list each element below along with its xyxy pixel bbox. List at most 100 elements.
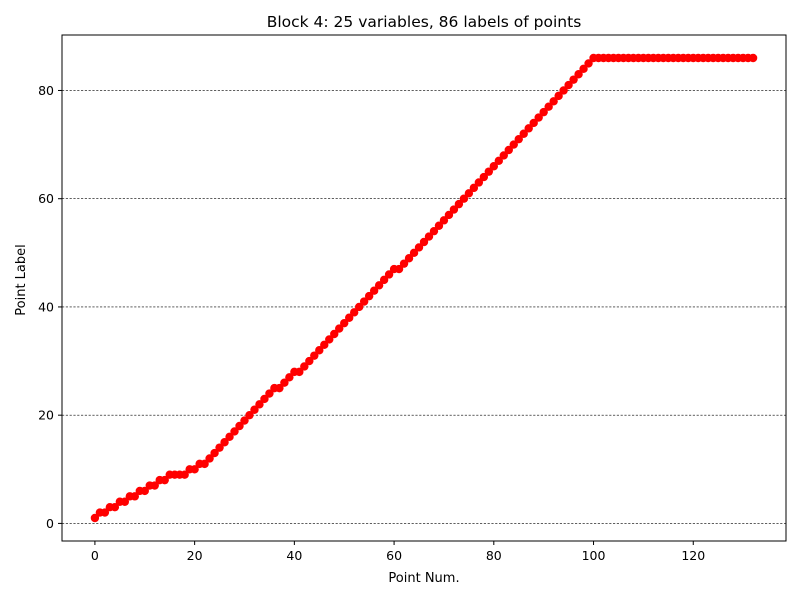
- data-point: [524, 124, 533, 133]
- data-point: [220, 438, 229, 447]
- data-point: [335, 324, 344, 333]
- y-tick-label: 20: [38, 408, 54, 423]
- data-point: [554, 91, 563, 101]
- data-point: [315, 346, 324, 355]
- data-point: [489, 162, 499, 171]
- data-point: [225, 432, 234, 442]
- data-point: [310, 351, 319, 360]
- data-point: [110, 502, 120, 512]
- data-point: [160, 475, 169, 485]
- data-point: [340, 318, 349, 328]
- data-point: [414, 243, 424, 252]
- data-point: [544, 102, 553, 111]
- x-tick-label: 60: [386, 548, 402, 563]
- data-point: [479, 172, 489, 182]
- data-point: [245, 410, 254, 420]
- data-point: [325, 335, 334, 344]
- data-point: [529, 118, 538, 128]
- data-point: [409, 248, 419, 258]
- data-point: [424, 232, 434, 241]
- data-point: [265, 389, 274, 398]
- chart-title: Block 4: 25 variables, 86 labels of poin…: [267, 13, 582, 31]
- data-point: [345, 313, 354, 322]
- data-point: [295, 367, 304, 377]
- data-point: [374, 281, 384, 290]
- y-axis: 0 20 40 60 80: [38, 83, 62, 531]
- data-point: [364, 291, 374, 301]
- data-point: [275, 383, 284, 393]
- data-point: [509, 140, 518, 149]
- data-point: [399, 259, 409, 268]
- x-axis-label: Point Num.: [388, 571, 459, 586]
- data-point: [100, 508, 110, 517]
- data-point: [484, 167, 494, 176]
- data-point: [534, 113, 543, 122]
- data-point: [140, 486, 149, 496]
- data-point: [250, 405, 259, 414]
- data-point: [748, 53, 758, 63]
- data-point: [459, 194, 469, 203]
- data-point: [300, 362, 309, 371]
- data-point: [404, 254, 414, 263]
- data-point: [235, 421, 244, 431]
- data-point: [434, 221, 444, 230]
- data-point: [240, 416, 249, 425]
- y-tick-label: 40: [38, 299, 54, 314]
- y-tick-label: 80: [38, 83, 54, 98]
- plot-area-frame: [61, 34, 787, 542]
- x-tick-label: 0: [91, 548, 99, 563]
- data-point: [260, 394, 269, 404]
- data-point: [210, 448, 219, 458]
- grid-lines: [62, 90, 786, 524]
- data-point: [439, 216, 449, 225]
- data-point: [349, 308, 359, 317]
- data-point: [419, 237, 429, 247]
- data-point: [379, 275, 389, 285]
- data-point: [584, 59, 593, 68]
- data-point: [255, 400, 264, 409]
- data-point: [444, 210, 454, 220]
- data-point: [320, 340, 329, 350]
- data-point: [569, 75, 578, 84]
- data-point: [369, 286, 379, 295]
- data-point: [519, 129, 528, 138]
- data-point: [504, 145, 513, 155]
- data-point: [574, 70, 583, 79]
- data-point: [130, 492, 139, 501]
- data-point: [539, 107, 548, 117]
- data-point: [494, 156, 503, 166]
- data-point: [354, 302, 364, 312]
- x-tick-label: 20: [187, 548, 203, 563]
- data-point: [200, 459, 209, 469]
- data-point: [180, 470, 189, 479]
- data-point: [190, 465, 199, 474]
- x-tick-label: 120: [681, 548, 705, 563]
- data-point: [514, 134, 523, 144]
- y-axis-label: Point Label: [14, 244, 29, 315]
- data-point: [429, 226, 439, 236]
- data-point: [474, 178, 484, 187]
- x-tick-label: 40: [286, 548, 302, 563]
- data-point: [549, 97, 558, 106]
- data-point: [454, 199, 464, 209]
- data-point: [394, 264, 404, 274]
- x-tick-label: 80: [486, 548, 502, 563]
- data-point: [464, 189, 474, 198]
- data-point: [384, 270, 394, 279]
- data-point: [90, 513, 100, 523]
- data-series: [90, 53, 758, 523]
- data-point: [215, 443, 224, 452]
- data-point: [150, 481, 159, 490]
- data-point: [230, 427, 239, 436]
- data-point: [449, 205, 459, 214]
- data-point: [305, 356, 314, 366]
- data-point: [559, 86, 568, 95]
- data-point: [285, 373, 294, 382]
- data-point: [330, 329, 339, 339]
- data-point: [564, 80, 573, 90]
- data-point: [499, 151, 508, 160]
- data-point: [579, 64, 588, 74]
- data-point: [469, 183, 479, 193]
